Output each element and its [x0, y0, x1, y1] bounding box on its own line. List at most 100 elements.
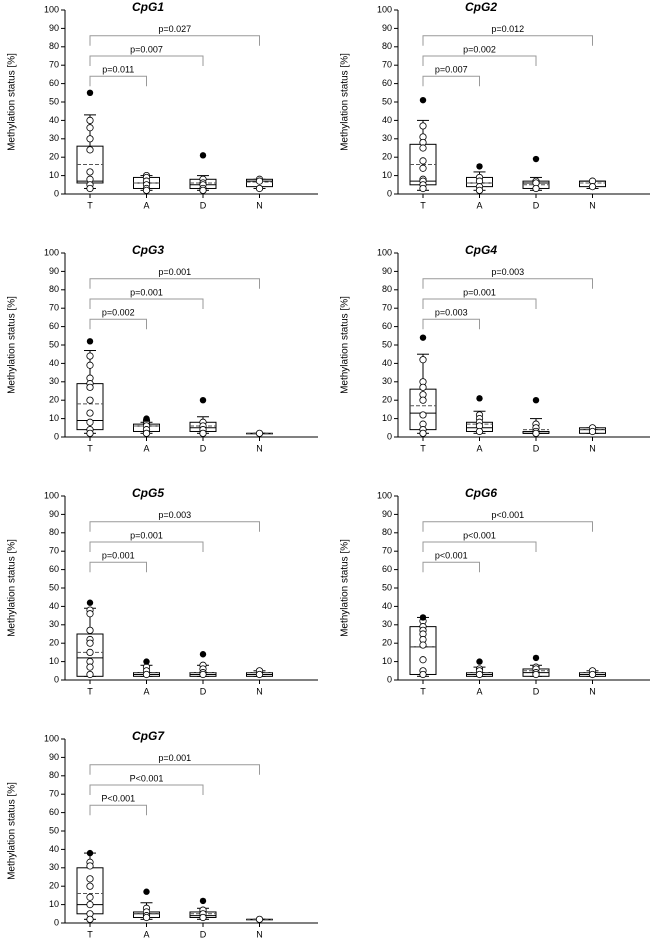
x-tick-label: D [200, 200, 207, 210]
y-tick-label: 50 [49, 582, 59, 592]
p-value-label: p=0.011 [102, 65, 134, 75]
x-tick-label: A [143, 443, 149, 453]
x-tick-label: T [420, 200, 426, 210]
comparison-bracket [89, 804, 147, 816]
data-point [86, 361, 94, 369]
y-tick-label: 20 [49, 152, 59, 162]
data-point [588, 670, 597, 679]
data-point [475, 427, 484, 436]
y-axis-label: Methylation status [%] [7, 782, 18, 880]
p-value-label: P<0.001 [101, 794, 135, 804]
data-point [255, 184, 264, 193]
outlier [199, 397, 207, 404]
data-point [255, 670, 264, 679]
comparison-bracket [89, 35, 260, 46]
data-point [419, 157, 427, 165]
y-tick-label: 50 [49, 339, 59, 349]
y-tick-label: 20 [382, 152, 392, 162]
data-point [532, 670, 540, 679]
panel: CpG3 Methylation status [%] 0 10 20 30 40 50 60 7… [7, 243, 318, 453]
y-tick-label: 100 [44, 247, 59, 257]
comparison-bracket [422, 298, 537, 309]
y-tick-label: 20 [49, 881, 59, 891]
outlier [143, 888, 150, 895]
y-tick-label: 10 [49, 413, 59, 423]
chart-title: CpG4 [465, 243, 497, 257]
y-tick-label: 100 [377, 247, 392, 257]
y-tick-label: 90 [49, 752, 59, 762]
y-tick-label: 40 [382, 601, 392, 611]
y-tick-label: 100 [377, 490, 392, 500]
y-tick-label: 80 [49, 527, 59, 537]
comparison-bracket [422, 278, 593, 289]
chart-title: CpG5 [132, 486, 164, 500]
data-point [86, 915, 94, 923]
y-tick-label: 0 [54, 188, 59, 198]
outlier [419, 334, 427, 341]
y-tick-label: 60 [382, 564, 392, 574]
x-tick-label: N [256, 443, 263, 453]
outlier [199, 897, 207, 905]
outlier [419, 614, 427, 621]
data-point [86, 893, 94, 901]
y-tick-label: 20 [382, 395, 392, 405]
outlier [86, 89, 94, 97]
p-value-label: p=0.001 [130, 530, 163, 540]
data-point [86, 116, 94, 125]
data-point [255, 915, 264, 923]
data-point [86, 648, 94, 657]
comparison-bracket [89, 278, 260, 289]
y-tick-label: 90 [382, 23, 392, 33]
y-tick-label: 40 [49, 844, 59, 854]
data-point [419, 670, 427, 679]
p-value-label: p=0.001 [102, 551, 135, 561]
y-tick-label: 40 [49, 358, 59, 368]
data-point [86, 352, 94, 360]
y-tick-label: 50 [382, 582, 392, 592]
p-value-label: p=0.003 [158, 510, 191, 520]
y-tick-label: 10 [382, 170, 392, 180]
y-tick-label: 50 [382, 339, 392, 349]
data-point [86, 168, 94, 176]
panel: CpG6 Methylation status [%] 0 10 20 30 40 50 60 7… [340, 486, 650, 696]
comparison-bracket [422, 318, 480, 330]
data-point [86, 670, 94, 679]
p-value-label: p=0.012 [491, 24, 524, 34]
data-point [86, 146, 94, 154]
y-tick-label: 0 [387, 674, 392, 684]
comparison-bracket [422, 521, 593, 532]
y-tick-label: 80 [49, 770, 59, 780]
y-tick-label: 30 [49, 862, 59, 872]
chart-title: CpG3 [132, 243, 164, 257]
y-tick-label: 80 [382, 527, 392, 537]
p-value-label: p=0.002 [102, 308, 135, 318]
outlier [532, 397, 540, 404]
y-tick-label: 100 [377, 4, 392, 14]
y-tick-label: 80 [382, 284, 392, 294]
data-point [419, 164, 427, 172]
y-tick-label: 30 [49, 133, 59, 143]
comparison-bracket [89, 784, 204, 795]
y-tick-label: 70 [382, 60, 392, 70]
y-tick-label: 90 [49, 23, 59, 33]
comparison-bracket [422, 541, 537, 552]
outlier [532, 654, 540, 662]
y-tick-label: 60 [382, 78, 392, 88]
data-point [86, 875, 94, 883]
data-point [86, 900, 94, 909]
y-axis-label: Methylation status [%] [340, 539, 351, 637]
outlier [86, 599, 94, 606]
x-tick-label: D [200, 929, 207, 939]
y-tick-label: 20 [49, 395, 59, 405]
x-tick-label: A [143, 686, 149, 696]
data-point [419, 641, 427, 649]
outlier [476, 395, 483, 402]
chart-title: CpG7 [132, 729, 165, 743]
data-point [86, 663, 94, 671]
p-value-label: p<0.001 [435, 551, 468, 561]
panel: CpG4 Methylation status [%] 0 10 20 30 40 50 60 7… [340, 243, 650, 453]
data-point [475, 670, 484, 679]
x-tick-label: D [200, 443, 207, 453]
outlier [86, 338, 94, 345]
y-tick-label: 90 [382, 266, 392, 276]
